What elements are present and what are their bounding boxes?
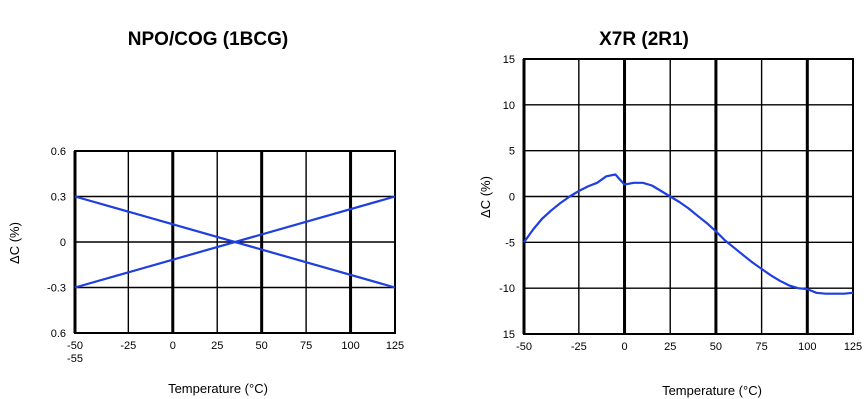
y-axis-label: ΔC (%)	[478, 176, 493, 218]
y-tick-label: 5	[509, 146, 515, 158]
x-tick-label: 100	[798, 341, 816, 353]
x-tick-label: -50	[516, 341, 532, 353]
y-tick-label: 0.6	[51, 328, 66, 340]
y-tick-label: 0	[60, 237, 66, 249]
x-tick-label: 75	[300, 340, 312, 352]
chart-npo-cog: NPO/COG (1BCG) Temperature (°C) ΔC (%) -…	[7, 29, 404, 396]
series-line	[74, 195, 396, 289]
y-tick-label: 10	[503, 100, 515, 112]
x-tick-label: 25	[664, 341, 676, 353]
plot-frame	[523, 58, 854, 335]
y-axis-label: ΔC (%)	[7, 222, 22, 264]
y-tick-label: -0.3	[47, 283, 66, 295]
y-tick-label: 15	[503, 54, 515, 66]
x-tick-label: -25	[571, 341, 587, 353]
chart-x7r: X7R (2R1) Temperature (°C) ΔC (%) -50 -25…	[478, 29, 862, 398]
x-tick-label: 50	[710, 341, 722, 353]
chart-title: NPO/COG (1BCG)	[128, 29, 288, 50]
x-tick-label: 25	[211, 340, 223, 352]
x-axis-label: Temperature (°C)	[662, 383, 762, 398]
x-tick-label: 100	[341, 340, 359, 352]
y-tick-label: 0.3	[51, 192, 66, 204]
x-tick-label: -50	[67, 340, 83, 352]
plot-frame	[74, 150, 396, 334]
series-line	[523, 173, 854, 295]
y-tick-label: -10	[499, 283, 515, 295]
x-tick-label: -25	[120, 340, 136, 352]
x-tick-label: 0	[170, 340, 176, 352]
x-tick-label: 125	[844, 341, 862, 353]
x-tick-label: 125	[386, 340, 404, 352]
x-tick-label: 75	[755, 341, 767, 353]
x-axis-label: Temperature (°C)	[168, 381, 268, 396]
x-tick-label-extra: -55	[67, 353, 83, 365]
y-tick-label: 15	[503, 329, 515, 341]
y-tick-label: -5	[505, 237, 515, 249]
x-tick-label: 0	[621, 341, 627, 353]
plot-area: -50 -25 0 25 50 75 100 125 -55 0.6 0.3 0 -0.3 0.6	[47, 146, 404, 365]
chart-title: X7R (2R1)	[599, 29, 689, 50]
y-tick-label: 0	[509, 192, 515, 204]
x-tick-label: 50	[256, 340, 268, 352]
y-tick-label: 0.6	[51, 146, 66, 158]
